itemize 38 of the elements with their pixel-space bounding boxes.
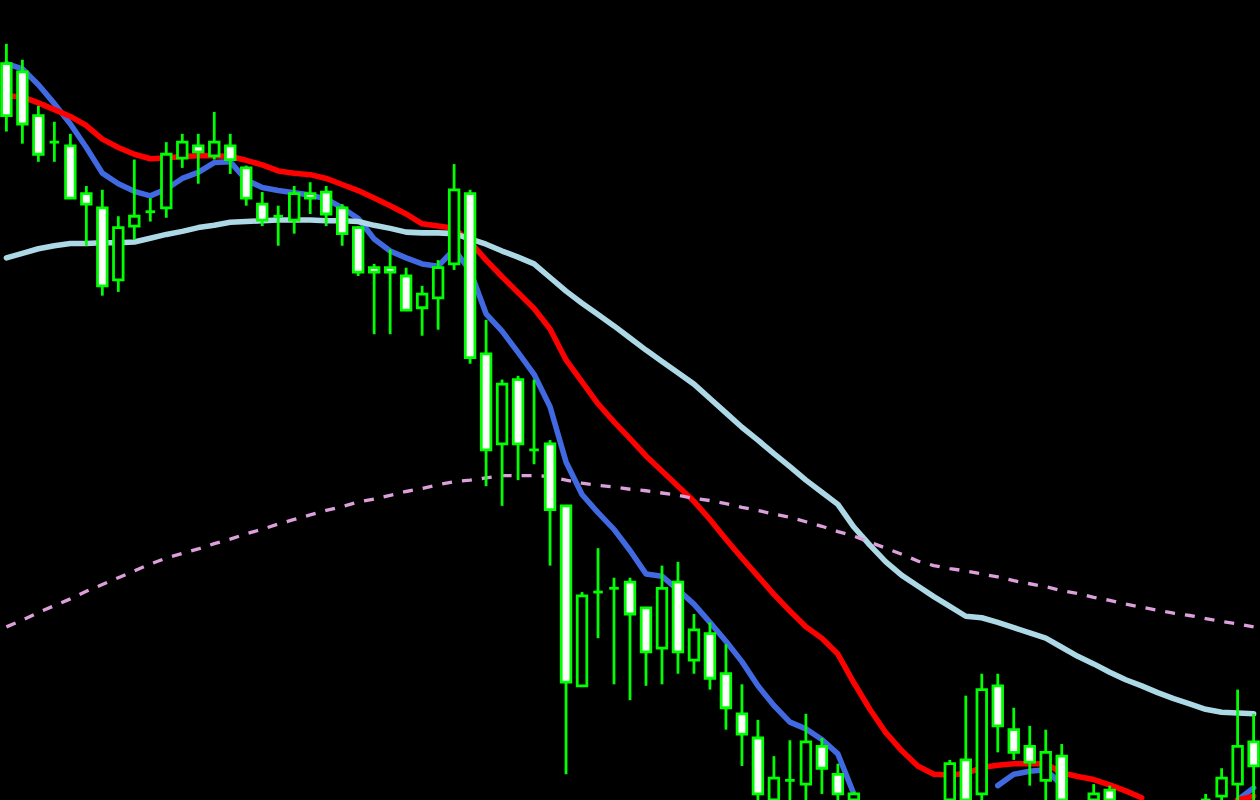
candlestick xyxy=(783,738,797,800)
candlestick xyxy=(240,164,253,208)
candlestick xyxy=(943,758,956,800)
candlestick xyxy=(399,266,413,312)
candlestick xyxy=(351,224,365,278)
candlestick xyxy=(336,202,349,248)
candlestick xyxy=(192,132,205,186)
candlestick xyxy=(767,754,781,800)
candlestick xyxy=(687,612,701,676)
candlestick xyxy=(48,120,61,164)
candlestick xyxy=(176,132,189,170)
candlestick xyxy=(320,184,333,228)
candlestick xyxy=(719,642,733,732)
candlestick xyxy=(367,262,381,336)
candlestick xyxy=(815,736,829,796)
candlestick xyxy=(639,606,653,688)
candlestick xyxy=(1007,706,1020,762)
candlestick xyxy=(703,620,717,691)
candlestick xyxy=(991,672,1004,754)
candlestick xyxy=(383,248,397,336)
candlestick xyxy=(1055,742,1068,800)
candlestick xyxy=(224,132,237,176)
candlestick xyxy=(304,180,317,216)
candlestick xyxy=(1039,728,1052,800)
candlestick xyxy=(256,190,269,228)
candlestick xyxy=(144,196,157,223)
candlestick xyxy=(623,576,637,702)
candlestick xyxy=(959,694,972,800)
candlestick xyxy=(607,576,621,686)
candlestick xyxy=(735,682,749,768)
candlestick xyxy=(208,110,221,161)
candlestick xyxy=(1023,724,1036,788)
candlestick xyxy=(272,204,285,248)
candlestick xyxy=(431,258,445,332)
candlestick xyxy=(831,762,845,800)
candlestick xyxy=(288,184,301,236)
candlestick xyxy=(799,712,813,800)
candlestick xyxy=(415,284,429,338)
